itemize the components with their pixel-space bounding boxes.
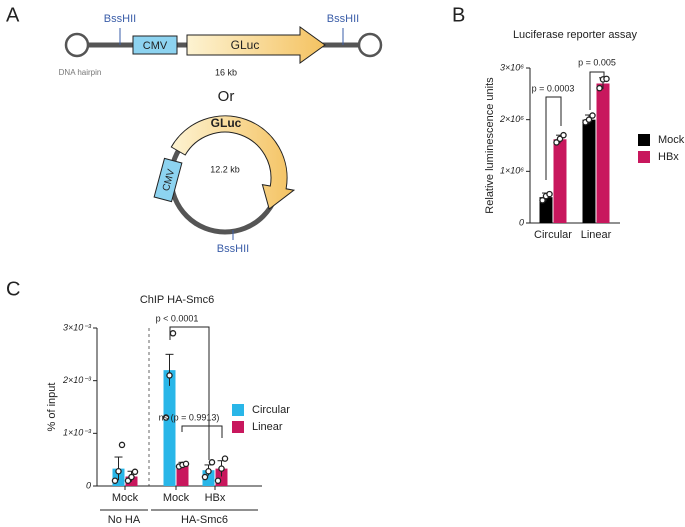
- y-tick-label: 1×10⁻³: [63, 428, 92, 438]
- y-tick-label: 2×10⁶: [499, 114, 524, 124]
- chart-title: ChIP HA-Smc6: [140, 294, 214, 306]
- or-label: Or: [218, 88, 235, 105]
- data-point: [589, 112, 596, 119]
- bar: [582, 119, 596, 223]
- bracket: [589, 71, 605, 110]
- chart-title: Luciferase reporter assay: [513, 29, 638, 41]
- data-point: [201, 473, 209, 481]
- data-point: [539, 197, 546, 204]
- data-point: [162, 414, 170, 421]
- data-point: [596, 84, 603, 92]
- data-point: [128, 473, 135, 481]
- data-point: [166, 372, 173, 379]
- panel-label: C: [6, 278, 20, 300]
- legend-label: HBx: [658, 151, 679, 163]
- x-tick-label: Linear: [581, 229, 612, 241]
- size-label: 16 kb: [215, 67, 237, 77]
- gene-label: GLuc: [211, 116, 242, 130]
- bracket: [181, 425, 223, 438]
- site-label: BssHII: [104, 13, 136, 25]
- legend-swatch: [638, 134, 650, 146]
- bracket: [545, 96, 562, 180]
- data-point: [118, 441, 126, 449]
- x-tick-label: Mock: [163, 492, 190, 504]
- y-tick-label: 3×10⁻³: [63, 322, 92, 332]
- legend-swatch: [638, 151, 650, 163]
- data-point: [603, 75, 610, 83]
- annotation: p = 0.005: [578, 57, 616, 67]
- y-tick-label: 0: [519, 217, 524, 227]
- legend-swatch: [232, 404, 244, 416]
- group-label: No HA: [108, 514, 141, 526]
- legend-label: Linear: [252, 421, 283, 433]
- panel-label: B: [452, 4, 465, 26]
- bar: [539, 197, 553, 223]
- data-point: [546, 190, 553, 198]
- gene-label: GLuc: [231, 38, 260, 52]
- data-point: [221, 455, 229, 462]
- circular-construct: GLuc CMV 12.2 kb BssHII: [153, 115, 296, 255]
- panel-label: A: [6, 4, 20, 26]
- data-point: [205, 468, 212, 475]
- y-axis-label: % of input: [46, 383, 58, 432]
- x-tick-label: Circular: [534, 229, 572, 241]
- bar: [176, 464, 189, 486]
- y-tick-label: 2×10⁻³: [62, 375, 92, 385]
- legend-label: Circular: [252, 404, 290, 416]
- bar: [596, 83, 610, 223]
- site-label: BssHII: [217, 243, 249, 255]
- x-tick-label: HBx: [205, 492, 226, 504]
- y-axis-label: Relative luminescence units: [484, 77, 496, 214]
- data-point: [169, 330, 177, 337]
- bar: [163, 370, 176, 486]
- data-point: [111, 477, 119, 484]
- legend-swatch: [232, 421, 244, 433]
- promoter-label: CMV: [143, 40, 168, 52]
- data-point: [585, 116, 593, 123]
- data-point: [115, 468, 122, 475]
- data-point: [218, 465, 225, 472]
- site-label: BssHII: [327, 13, 359, 25]
- data-point: [208, 459, 216, 466]
- data-point: [560, 131, 567, 139]
- data-point: [131, 468, 139, 476]
- data-point: [182, 460, 190, 468]
- bracket: [169, 326, 210, 460]
- hairpin-label: DNA hairpin: [59, 68, 102, 77]
- linear-construct: BssHII BssHII CMV GLuc 16 kb DNA hairpin: [59, 13, 383, 77]
- size-label: 12.2 kb: [210, 164, 240, 174]
- bar: [553, 139, 567, 223]
- annotation: p = 0.0003: [532, 83, 575, 93]
- y-tick-label: 1×10⁶: [500, 166, 524, 176]
- annotation: ns (p = 0.9913): [159, 412, 220, 422]
- y-tick-label: 3×10⁶: [500, 62, 524, 72]
- annotation: p < 0.0001: [156, 313, 199, 323]
- y-tick-label: 0: [86, 480, 91, 490]
- group-label: HA-Smc6: [181, 514, 228, 526]
- data-point: [214, 477, 222, 484]
- x-tick-label: Mock: [112, 492, 139, 504]
- legend-label: Mock: [658, 134, 685, 146]
